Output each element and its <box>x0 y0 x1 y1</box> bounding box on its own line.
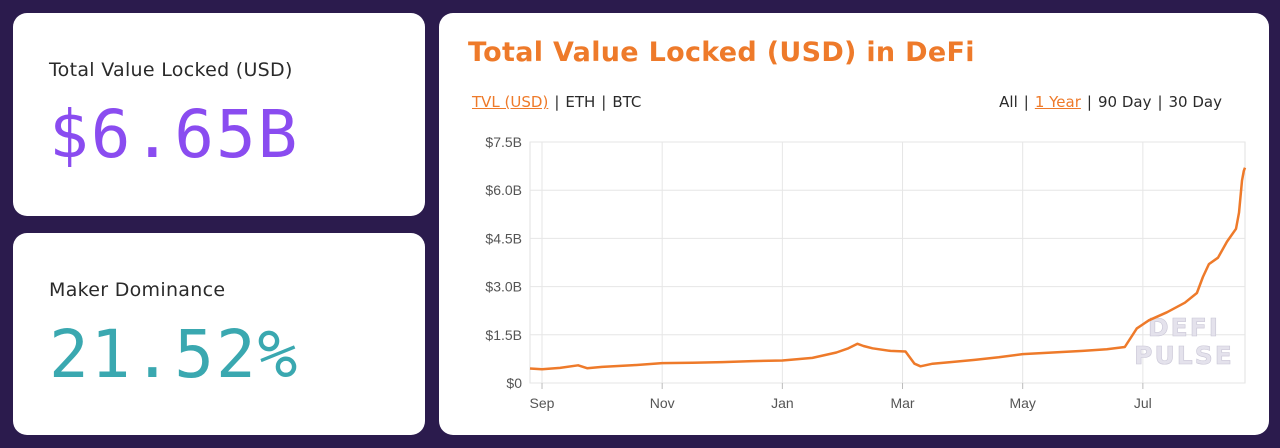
toggle-separator: | <box>1086 93 1092 111</box>
tvl-label: Total Value Locked (USD) <box>49 59 293 81</box>
maker-dominance-label: Maker Dominance <box>49 279 226 301</box>
maker-dominance-value: 21.52% <box>49 316 300 393</box>
toggle-separator: | <box>1023 93 1029 111</box>
tvl-value: $6.65B <box>49 96 300 173</box>
toggle-range-30-day[interactable]: 30 Day <box>1168 93 1222 111</box>
x-tick-label: Mar <box>890 395 914 411</box>
y-tick-label: $3.0B <box>485 279 522 295</box>
tvl-chart-card: Total Value Locked (USD) in DeFi TVL (US… <box>439 13 1269 435</box>
y-tick-label: $4.5B <box>485 230 522 246</box>
y-tick-label: $6.0B <box>485 182 522 198</box>
tvl-line-chart: $0 $1.5B $3.0B $4.5B $6.0B $7.5B Sep Nov Jan Mar M… <box>485 134 1247 411</box>
watermark-text: PULSE <box>1134 341 1234 370</box>
watermark-text: DEFI <box>1148 313 1220 342</box>
x-tick-label: Sep <box>530 395 555 411</box>
toggle-separator: | <box>554 93 560 111</box>
maker-dominance-card: Maker Dominance 21.52% <box>13 233 425 435</box>
toggle-separator: | <box>1157 93 1163 111</box>
toggle-tvl-usd[interactable]: TVL (USD) <box>472 93 549 111</box>
y-tick-label: $1.5B <box>485 327 522 343</box>
y-tick-label: $7.5B <box>485 134 522 150</box>
x-tick-label: May <box>1009 395 1035 411</box>
tvl-card: Total Value Locked (USD) $6.65B <box>13 13 425 216</box>
toggle-btc[interactable]: BTC <box>612 93 642 111</box>
x-tick-label: Nov <box>650 395 675 411</box>
chart-title: Total Value Locked (USD) in DeFi <box>468 37 975 68</box>
toggle-range-1-year[interactable]: 1 Year <box>1034 93 1081 111</box>
y-tick-label: $0 <box>506 375 522 391</box>
tvl-series-line <box>529 167 1247 371</box>
range-toggles: All | 1 Year | 90 Day | 30 Day <box>999 93 1222 111</box>
x-tick-label: Jan <box>771 395 794 411</box>
currency-toggles: TVL (USD) | ETH | BTC <box>472 93 641 111</box>
x-tick-label: Jul <box>1134 395 1152 411</box>
toggle-range-all[interactable]: All <box>999 93 1018 111</box>
toggle-eth[interactable]: ETH <box>565 93 596 111</box>
toggle-separator: | <box>601 93 607 111</box>
toggle-range-90-day[interactable]: 90 Day <box>1097 93 1152 111</box>
